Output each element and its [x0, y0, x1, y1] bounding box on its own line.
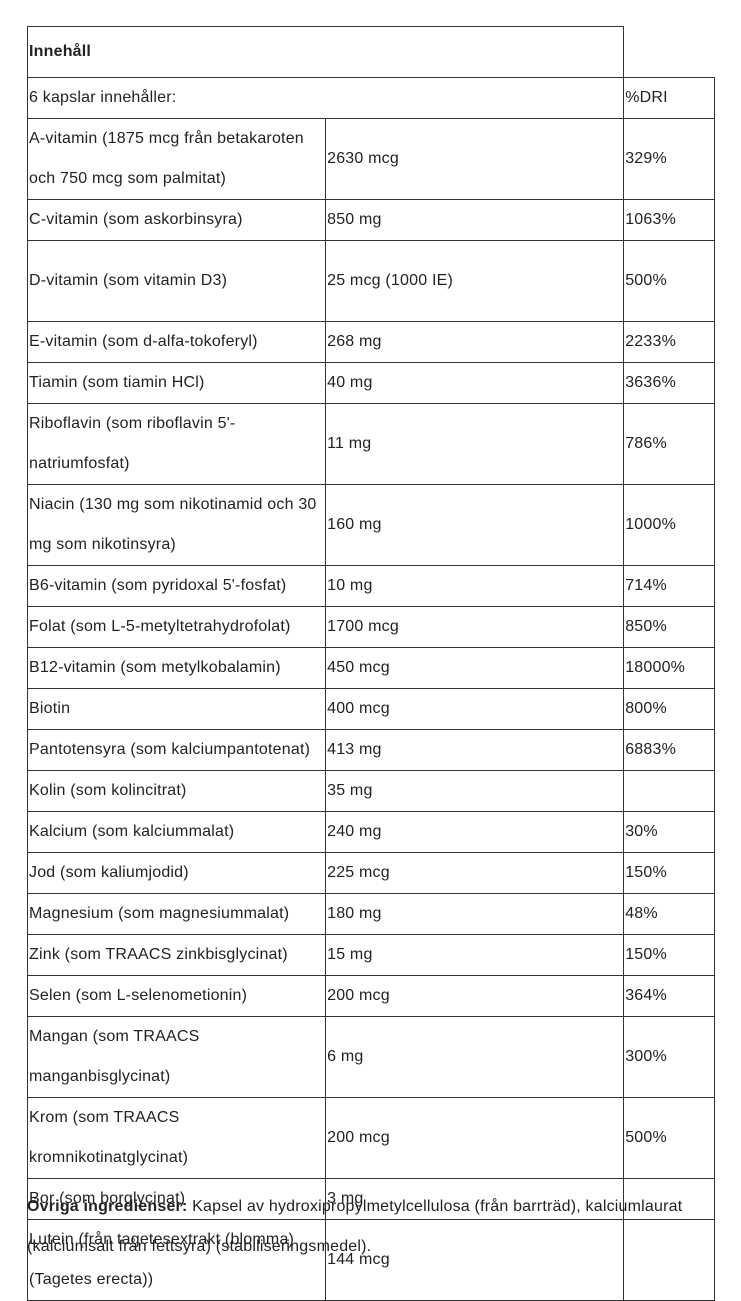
nutrient-amount: 450 mcg: [325, 647, 625, 689]
nutrient-name: Kolin (som kolincitrat): [26, 770, 327, 812]
nutrient-name: Tiamin (som tiamin HCl): [26, 362, 327, 404]
table-row: Zink (som TRAACS zinkbisglycinat) 15 mg 15…: [26, 934, 715, 976]
header-label: 6 kapslar innehåller:: [26, 77, 625, 119]
nutrient-name: B12-vitamin (som metylkobalamin): [26, 647, 327, 689]
nutrient-dri: 500%: [623, 1097, 715, 1179]
nutrient-amount: 225 mcg: [325, 852, 625, 894]
nutrient-dri: 2233%: [623, 321, 715, 363]
nutrient-amount: 160 mg: [325, 484, 625, 566]
table-row: Pantotensyra (som kalciumpantotenat) 413 …: [26, 729, 715, 771]
nutrient-name: C-vitamin (som askorbinsyra): [26, 199, 327, 241]
nutrition-section: Innehåll 6 kapslar innehåller: %DRI A-vi…: [26, 26, 715, 1301]
nutrient-amount: 10 mg: [325, 565, 625, 607]
nutrient-amount: 6 mg: [325, 1016, 625, 1098]
nutrient-dri: 18000%: [623, 647, 715, 689]
table-row: Magnesium (som magnesiummalat) 180 mg 48%: [26, 893, 715, 935]
nutrient-amount: 180 mg: [325, 893, 625, 935]
table-row: D-vitamin (som vitamin D3) 25 mcg (1000 I…: [26, 240, 715, 322]
nutrient-name: E-vitamin (som d-alfa-tokoferyl): [26, 321, 327, 363]
table-title: Innehåll: [26, 26, 625, 78]
table-row: C-vitamin (som askorbinsyra) 850 mg 1063%: [26, 199, 715, 241]
table-row: Folat (som L-5-metyltetrahydrofolat) 1700…: [26, 606, 715, 648]
header-dri: %DRI: [623, 77, 715, 119]
table-row: E-vitamin (som d-alfa-tokoferyl) 268 mg 22…: [26, 321, 715, 363]
nutrient-dri: 6883%: [623, 729, 715, 771]
other-ingredients-text: Kapsel av hydroxipropylmetylcellulosa (f…: [27, 1198, 683, 1255]
nutrient-name: Selen (som L-selenometionin): [26, 975, 327, 1017]
nutrient-dri: 300%: [623, 1016, 715, 1098]
nutrient-amount: 200 mcg: [325, 1097, 625, 1179]
table-row: B6-vitamin (som pyridoxal 5'-fosfat) 10 m…: [26, 565, 715, 607]
nutrient-amount: 3 mg: [325, 1178, 625, 1220]
nutrient-dri: 30%: [623, 811, 715, 853]
nutrient-dri: 150%: [623, 934, 715, 976]
nutrient-name: Krom (som TRAACS kromnikotinatglycinat): [26, 1097, 327, 1179]
nutrient-name: A-vitamin (1875 mcg från betakaroten och…: [26, 118, 327, 200]
nutrient-amount: 413 mg: [325, 729, 625, 771]
nutrient-dri: 1000%: [623, 484, 715, 566]
table-header-row: 6 kapslar innehåller: %DRI: [26, 77, 715, 119]
nutrient-amount: 25 mcg (1000 IE): [325, 240, 625, 322]
nutrient-dri: 500%: [623, 240, 715, 322]
nutrient-name: Jod (som kaliumjodid): [26, 852, 327, 894]
table-row: Bor (som borglycinat) 3 mg: [26, 1178, 715, 1220]
nutrient-dri: 3636%: [623, 362, 715, 404]
nutrient-name: Bor (som borglycinat): [26, 1178, 327, 1220]
table-row: Mangan (som TRAACS manganbisglycinat) 6 m…: [26, 1016, 715, 1098]
nutrition-table-body: Innehåll 6 kapslar innehåller: %DRI A-vi…: [26, 26, 715, 1301]
nutrient-dri: 329%: [623, 118, 715, 200]
table-row: Krom (som TRAACS kromnikotinatglycinat) 2…: [26, 1097, 715, 1179]
nutrient-name: Pantotensyra (som kalciumpantotenat): [26, 729, 327, 771]
table-row: Kalcium (som kalciummalat) 240 mg 30%: [26, 811, 715, 853]
nutrient-name: Magnesium (som magnesiummalat): [26, 893, 327, 935]
table-title-row: Innehåll: [26, 26, 715, 78]
nutrient-amount: 240 mg: [325, 811, 625, 853]
other-ingredients-label: Övriga ingredienser:: [27, 1198, 188, 1215]
other-ingredients: Övriga ingredienser: Kapsel av hydroxipr…: [27, 1187, 717, 1267]
nutrient-name: Niacin (130 mg som nikotinamid och 30 mg…: [26, 484, 327, 566]
nutrient-dri: 150%: [623, 852, 715, 894]
table-row: Jod (som kaliumjodid) 225 mcg 150%: [26, 852, 715, 894]
table-row: Biotin 400 mcg 800%: [26, 688, 715, 730]
nutrient-amount: 15 mg: [325, 934, 625, 976]
nutrition-table: Innehåll 6 kapslar innehåller: %DRI A-vi…: [26, 26, 715, 1301]
nutrient-dri: 48%: [623, 893, 715, 935]
nutrient-name: B6-vitamin (som pyridoxal 5'-fosfat): [26, 565, 327, 607]
nutrient-dri: [623, 770, 715, 812]
nutrient-dri: 1063%: [623, 199, 715, 241]
table-row: B12-vitamin (som metylkobalamin) 450 mcg 1…: [26, 647, 715, 689]
nutrient-amount: 1700 mcg: [325, 606, 625, 648]
table-row: Kolin (som kolincitrat) 35 mg: [26, 770, 715, 812]
nutrient-dri: 786%: [623, 403, 715, 485]
table-row: Selen (som L-selenometionin) 200 mcg 364%: [26, 975, 715, 1017]
nutrient-name: Riboflavin (som riboflavin 5'-natriumfos…: [26, 403, 327, 485]
nutrient-amount: 11 mg: [325, 403, 625, 485]
nutrient-name: Kalcium (som kalciummalat): [26, 811, 327, 853]
table-row: A-vitamin (1875 mcg från betakaroten och…: [26, 118, 715, 200]
nutrient-amount: 850 mg: [325, 199, 625, 241]
nutrient-amount: 35 mg: [325, 770, 625, 812]
table-title-blank-cell: [623, 26, 715, 78]
table-row: Tiamin (som tiamin HCl) 40 mg 3636%: [26, 362, 715, 404]
nutrient-dri: 800%: [623, 688, 715, 730]
nutrient-name: Mangan (som TRAACS manganbisglycinat): [26, 1016, 327, 1098]
nutrient-name: Folat (som L-5-metyltetrahydrofolat): [26, 606, 327, 648]
nutrient-amount: 40 mg: [325, 362, 625, 404]
nutrient-name: Biotin: [26, 688, 327, 730]
nutrient-name: D-vitamin (som vitamin D3): [26, 240, 327, 322]
nutrient-dri: 714%: [623, 565, 715, 607]
nutrient-amount: 200 mcg: [325, 975, 625, 1017]
nutrient-amount: 2630 mcg: [325, 118, 625, 200]
nutrient-amount: 268 mg: [325, 321, 625, 363]
table-row: Riboflavin (som riboflavin 5'-natriumfos…: [26, 403, 715, 485]
nutrient-dri: 364%: [623, 975, 715, 1017]
nutrient-amount: 400 mcg: [325, 688, 625, 730]
nutrient-name: Zink (som TRAACS zinkbisglycinat): [26, 934, 327, 976]
table-row: Niacin (130 mg som nikotinamid och 30 mg…: [26, 484, 715, 566]
nutrient-dri: 850%: [623, 606, 715, 648]
